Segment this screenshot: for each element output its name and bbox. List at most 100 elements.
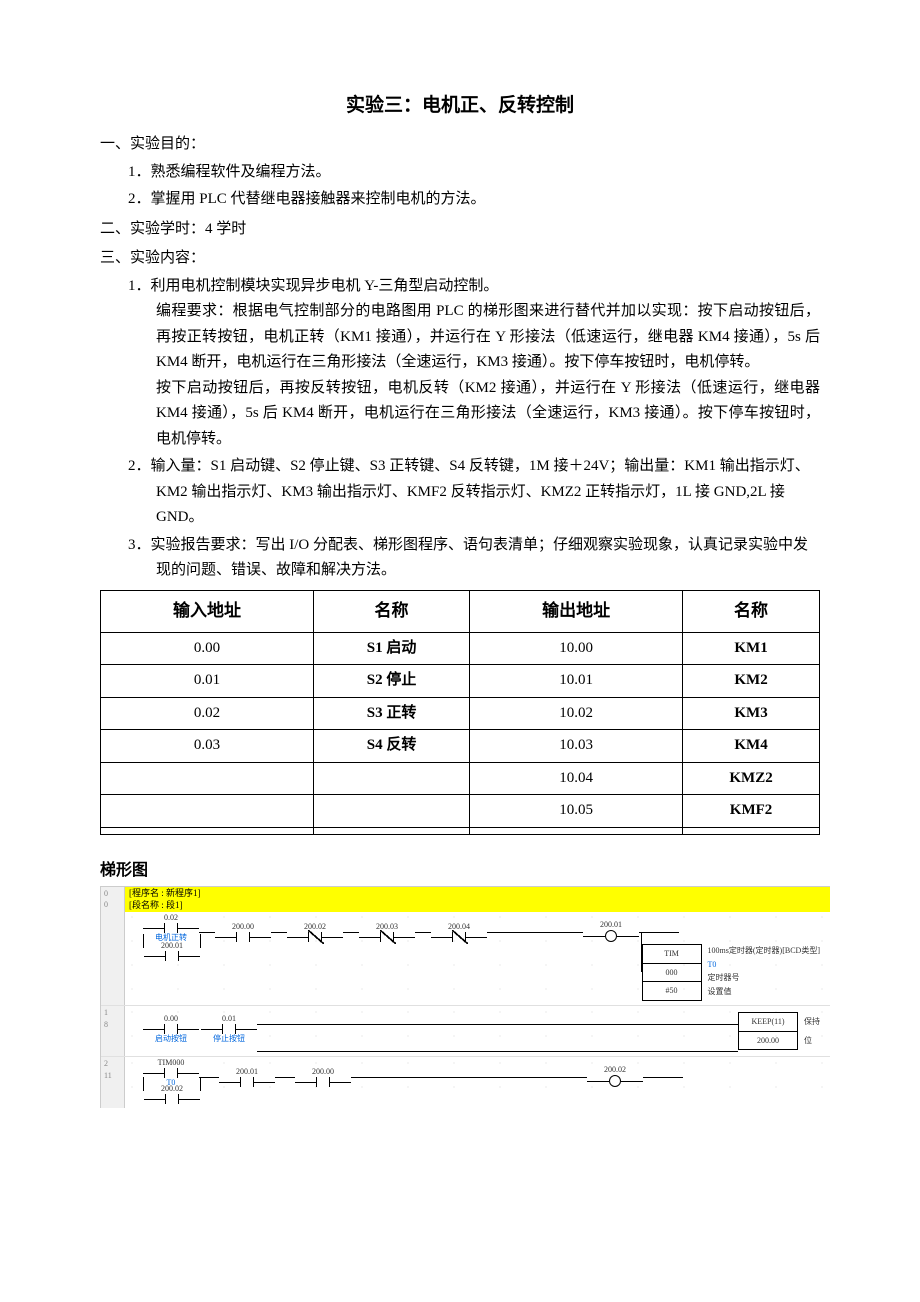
cell: 10.00 [470,632,683,665]
contact-addr: 200.01 [236,1068,258,1076]
contact-name: 启动按钮 [155,1035,187,1043]
cell: 0.02 [101,697,314,730]
tim-label: TIM [643,945,701,964]
timer-instruction: TIM 000 #50 [642,944,702,1001]
ladder-gutter: 0 0 [101,887,125,1005]
table-row: 10.05 KMF2 [101,795,820,828]
section-2-heading: 二、实验学时：4 学时 [100,217,820,243]
gutter-num: 1 [104,1008,121,1018]
contact-no: 0.01 停止按钮 [201,1015,257,1043]
cell: 0.00 [101,632,314,665]
cell [313,827,469,834]
gutter-num: 11 [104,1071,121,1081]
contact-no: 0.00 启动按钮 [143,1015,199,1043]
contact-name: 停止按钮 [213,1035,245,1043]
gutter-num: 8 [104,1020,121,1030]
contact-addr: 200.01 [161,942,183,950]
side-label: 设置值 [702,985,820,999]
ladder-rung-2: 2 11 TIM000 T0 200.01 [101,1057,830,1108]
ladder-gutter: 1 8 [101,1006,125,1056]
tim-value: #50 [643,982,701,1000]
cell: S1 启动 [313,632,469,665]
contact-nc: 200.02 [287,923,343,942]
section-3-para-1: 编程要求：根据电气控制部分的电路图用 PLC 的梯形图来进行替代并加以实现：按下… [100,299,820,376]
cell [470,827,683,834]
cell: S2 停止 [313,665,469,698]
contact-addr: 200.02 [161,1085,183,1093]
contact-addr: 0.00 [164,1015,178,1023]
table-row: 10.04 KMZ2 [101,762,820,795]
segment-name-label: [段名称 : 段1] [129,900,826,912]
th-input-addr: 输入地址 [101,590,314,632]
ladder-body: 0.00 启动按钮 0.01 停止按钮 [125,1006,830,1056]
cell: 10.05 [470,795,683,828]
keep-instruction: KEEP(11) 200.00 [738,1012,798,1050]
section-1-item-1: 1．熟悉编程软件及编程方法。 [100,160,820,186]
ladder-rung-0: 0 0 [程序名 : 新程序1] [段名称 : 段1] 0.02 电机正转 [101,887,830,1006]
ladder-rung-1: 1 8 0.00 启动按钮 0.01 停止按钮 [101,1006,830,1057]
ladder-diagram: 0 0 [程序名 : 新程序1] [段名称 : 段1] 0.02 电机正转 [100,886,830,1108]
section-3-item-3: 3．实验报告要求：写出 I/O 分配表、梯形图程序、语句表清单；仔细观察实验现象… [100,533,820,584]
cell [313,762,469,795]
cell: 10.04 [470,762,683,795]
section-1-item-2: 2．掌握用 PLC 代替继电器接触器来控制电机的方法。 [100,187,820,213]
cell [101,762,314,795]
contact-addr: 200.00 [232,923,254,931]
side-label: 100ms定时器(定时器)[BCD类型] [702,944,820,958]
tim-number: 000 [643,964,701,983]
cell: KMF2 [683,795,820,828]
contact-addr: TIM000 [158,1059,185,1067]
side-label-blue: T0 [708,960,717,969]
contact-addr: 0.02 [164,914,178,922]
coil-addr: 200.02 [604,1066,626,1074]
contact-addr: 0.01 [222,1015,236,1023]
coil-output: 200.02 [587,1066,643,1087]
cell: 10.01 [470,665,683,698]
th-output-name: 名称 [683,590,820,632]
contact-nc: 200.04 [431,923,487,942]
table-row: 0.01 S2 停止 10.01 KM2 [101,665,820,698]
cell: S4 反转 [313,730,469,763]
ladder-heading: 梯形图 [100,857,820,884]
side-label: 位 [798,1034,820,1048]
contact-nc: 200.03 [359,923,415,942]
section-3-heading: 三、实验内容： [100,246,820,272]
contact-no: TIM000 T0 [143,1059,199,1087]
ladder-body: [程序名 : 新程序1] [段名称 : 段1] 0.02 电机正转 200.00 [125,887,830,1005]
table-row: 0.03 S4 反转 10.03 KM4 [101,730,820,763]
table-row: 0.00 S1 启动 10.00 KM1 [101,632,820,665]
io-table: 输入地址 名称 输出地址 名称 0.00 S1 启动 10.00 KM1 0.0… [100,590,820,835]
cell [101,795,314,828]
th-output-addr: 输出地址 [470,590,683,632]
ladder-body: TIM000 T0 200.01 200.00 [125,1057,830,1108]
contact-no: 200.01 [219,1068,275,1087]
contact-no-branch: 200.02 [144,1085,200,1104]
contact-no: 0.02 电机正转 [143,914,199,942]
cell: KM2 [683,665,820,698]
table-row: 0.02 S3 正转 10.02 KM3 [101,697,820,730]
gutter-num: 2 [104,1059,121,1069]
cell: 0.01 [101,665,314,698]
cell: KMZ2 [683,762,820,795]
section-3-para-2: 按下启动按钮后，再按反转按钮，电机反转（KM2 接通），并运行在 Y 形接法（低… [100,376,820,453]
section-3-item-1: 1．利用电机控制模块实现异步电机 Y-三角型启动控制。 [100,274,820,300]
side-label: 保持 [798,1015,820,1029]
cell: KM3 [683,697,820,730]
section-3-item-2: 2．输入量：S1 启动键、S2 停止键、S3 正转键、S4 反转键，1M 接＋2… [100,454,820,531]
table-row [101,827,820,834]
gutter-num: 0 [104,900,121,910]
side-label: 定时器号 [708,973,740,982]
coil-output: 200.01 [583,921,639,942]
coil-addr: 200.01 [600,921,622,929]
contact-no: 200.00 [295,1068,351,1087]
keep-label: KEEP(11) [739,1013,797,1032]
ladder-program-header: [程序名 : 新程序1] [段名称 : 段1] [125,887,830,912]
contact-no-branch: 200.01 [144,942,200,1001]
contact-no: 200.00 [215,923,271,942]
contact-addr: 200.00 [312,1068,334,1076]
cell: S3 正转 [313,697,469,730]
page-title: 实验三：电机正、反转控制 [100,90,820,122]
ladder-gutter: 2 11 [101,1057,125,1108]
cell: 10.03 [470,730,683,763]
cell: KM4 [683,730,820,763]
